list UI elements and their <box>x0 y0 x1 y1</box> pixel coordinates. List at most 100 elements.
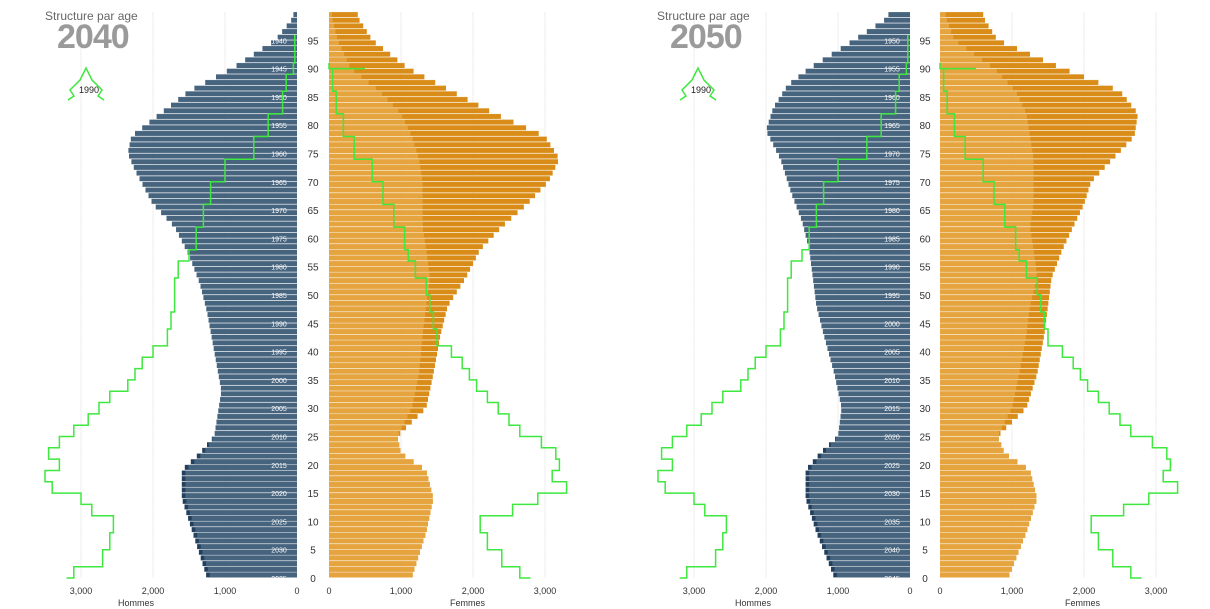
women-excess-bar <box>940 79 1099 85</box>
women-bar <box>940 164 1034 170</box>
women-excess-bar <box>329 181 546 187</box>
men-bar <box>827 549 910 555</box>
men-bar <box>836 572 910 578</box>
age-tick-label: 60 <box>919 234 931 245</box>
women-excess-bar <box>329 51 391 57</box>
pyramid-panel-2040: 0 5 10 15 20 25 30 35 40 45 50 55 60 65 70 75 80 85 90 95 19… <box>44 9 568 608</box>
women-excess-bar <box>329 17 360 23</box>
women-bar <box>940 447 1004 453</box>
age-tick-label: 95 <box>919 36 931 47</box>
women-excess-bar <box>940 85 1113 91</box>
men-bar <box>215 357 297 363</box>
men-bar <box>194 85 297 91</box>
women-bar <box>940 181 1034 187</box>
men-bar <box>195 527 297 533</box>
women-bar <box>329 57 347 63</box>
men-bar <box>161 210 297 216</box>
women-bar <box>940 28 952 35</box>
women-excess-bar <box>940 51 1030 57</box>
men-bar <box>178 232 297 238</box>
women-bar <box>329 538 424 544</box>
men-bar <box>204 555 297 561</box>
men-bar <box>213 345 297 351</box>
men-bar <box>156 113 297 119</box>
men-bar <box>166 215 297 221</box>
value-tick-label: 3,000 <box>683 586 706 596</box>
age-tick-label: 30 <box>919 404 931 415</box>
birth-year-label: 2020 <box>884 435 900 442</box>
women-excess-bar <box>329 142 551 148</box>
women-bar <box>329 79 369 85</box>
men-bar <box>188 504 297 510</box>
men-bar <box>823 538 910 544</box>
birth-year-label: 1940 <box>271 38 287 45</box>
men-bar <box>839 425 910 431</box>
women-bar <box>329 481 430 487</box>
women-excess-bar <box>940 68 1070 74</box>
women-bar <box>940 391 1015 397</box>
men-bar <box>816 300 910 306</box>
women-bar <box>329 119 406 125</box>
women-bar <box>329 12 332 18</box>
men-bar <box>821 532 910 538</box>
men-bar <box>811 261 910 267</box>
age-tick-label: 80 <box>919 121 931 132</box>
men-bar <box>155 204 297 210</box>
male-axis-label: Hommes <box>735 598 772 608</box>
men-bar <box>778 96 910 102</box>
female-axis-label: Femmes <box>450 598 486 608</box>
women-bar <box>940 493 1037 499</box>
women-bar <box>940 504 1035 510</box>
men-bar <box>128 147 297 153</box>
men-bar <box>212 340 297 346</box>
men-bar <box>783 164 910 170</box>
women-bar <box>329 487 432 493</box>
women-excess-bar <box>940 28 993 35</box>
female-axis-label: Femmes <box>1065 598 1101 608</box>
women-bar <box>940 17 947 23</box>
men-bar <box>839 396 910 402</box>
women-bar <box>940 210 1033 216</box>
men-bar <box>888 12 910 18</box>
women-bar <box>329 85 376 91</box>
men-bar <box>812 272 910 278</box>
women-bar <box>329 181 423 187</box>
women-bar <box>329 136 413 142</box>
birth-year-label: 1990 <box>271 321 287 328</box>
men-bar <box>776 147 910 153</box>
men-bar <box>201 289 297 295</box>
women-bar <box>940 561 1015 567</box>
women-excess-bar <box>329 210 518 216</box>
age-tick-label: 50 <box>307 291 319 302</box>
men-bar <box>236 62 297 68</box>
men-bar <box>197 532 297 538</box>
value-tick-label: 2,000 <box>462 586 485 596</box>
women-bar <box>940 515 1031 521</box>
women-bar <box>329 295 428 301</box>
women-bar <box>940 289 1034 295</box>
women-bar <box>940 249 1034 255</box>
men-bar <box>809 476 910 482</box>
women-excess-bar <box>940 142 1127 148</box>
women-bar <box>329 385 416 391</box>
women-bar <box>940 136 1031 142</box>
birth-year-label: 1980 <box>884 208 900 215</box>
age-tick-label: 25 <box>919 433 931 444</box>
women-bar <box>940 476 1033 482</box>
value-tick-label: 2,000 <box>1073 586 1096 596</box>
men-bar <box>819 527 910 533</box>
men-bar <box>790 187 910 193</box>
women-bar <box>940 142 1032 148</box>
women-bar <box>940 311 1029 318</box>
women-bar <box>940 266 1037 272</box>
birth-year-label: 2005 <box>271 406 287 413</box>
men-bar <box>219 379 297 385</box>
age-tick-label: 0 <box>922 574 928 585</box>
men-bar <box>775 102 910 108</box>
women-excess-bar <box>329 85 446 91</box>
men-bar <box>829 351 910 357</box>
men-bar <box>129 153 297 159</box>
chart-year-title: 2050 <box>670 18 743 56</box>
birth-year-label: 2025 <box>884 463 900 470</box>
men-bar <box>277 34 297 40</box>
